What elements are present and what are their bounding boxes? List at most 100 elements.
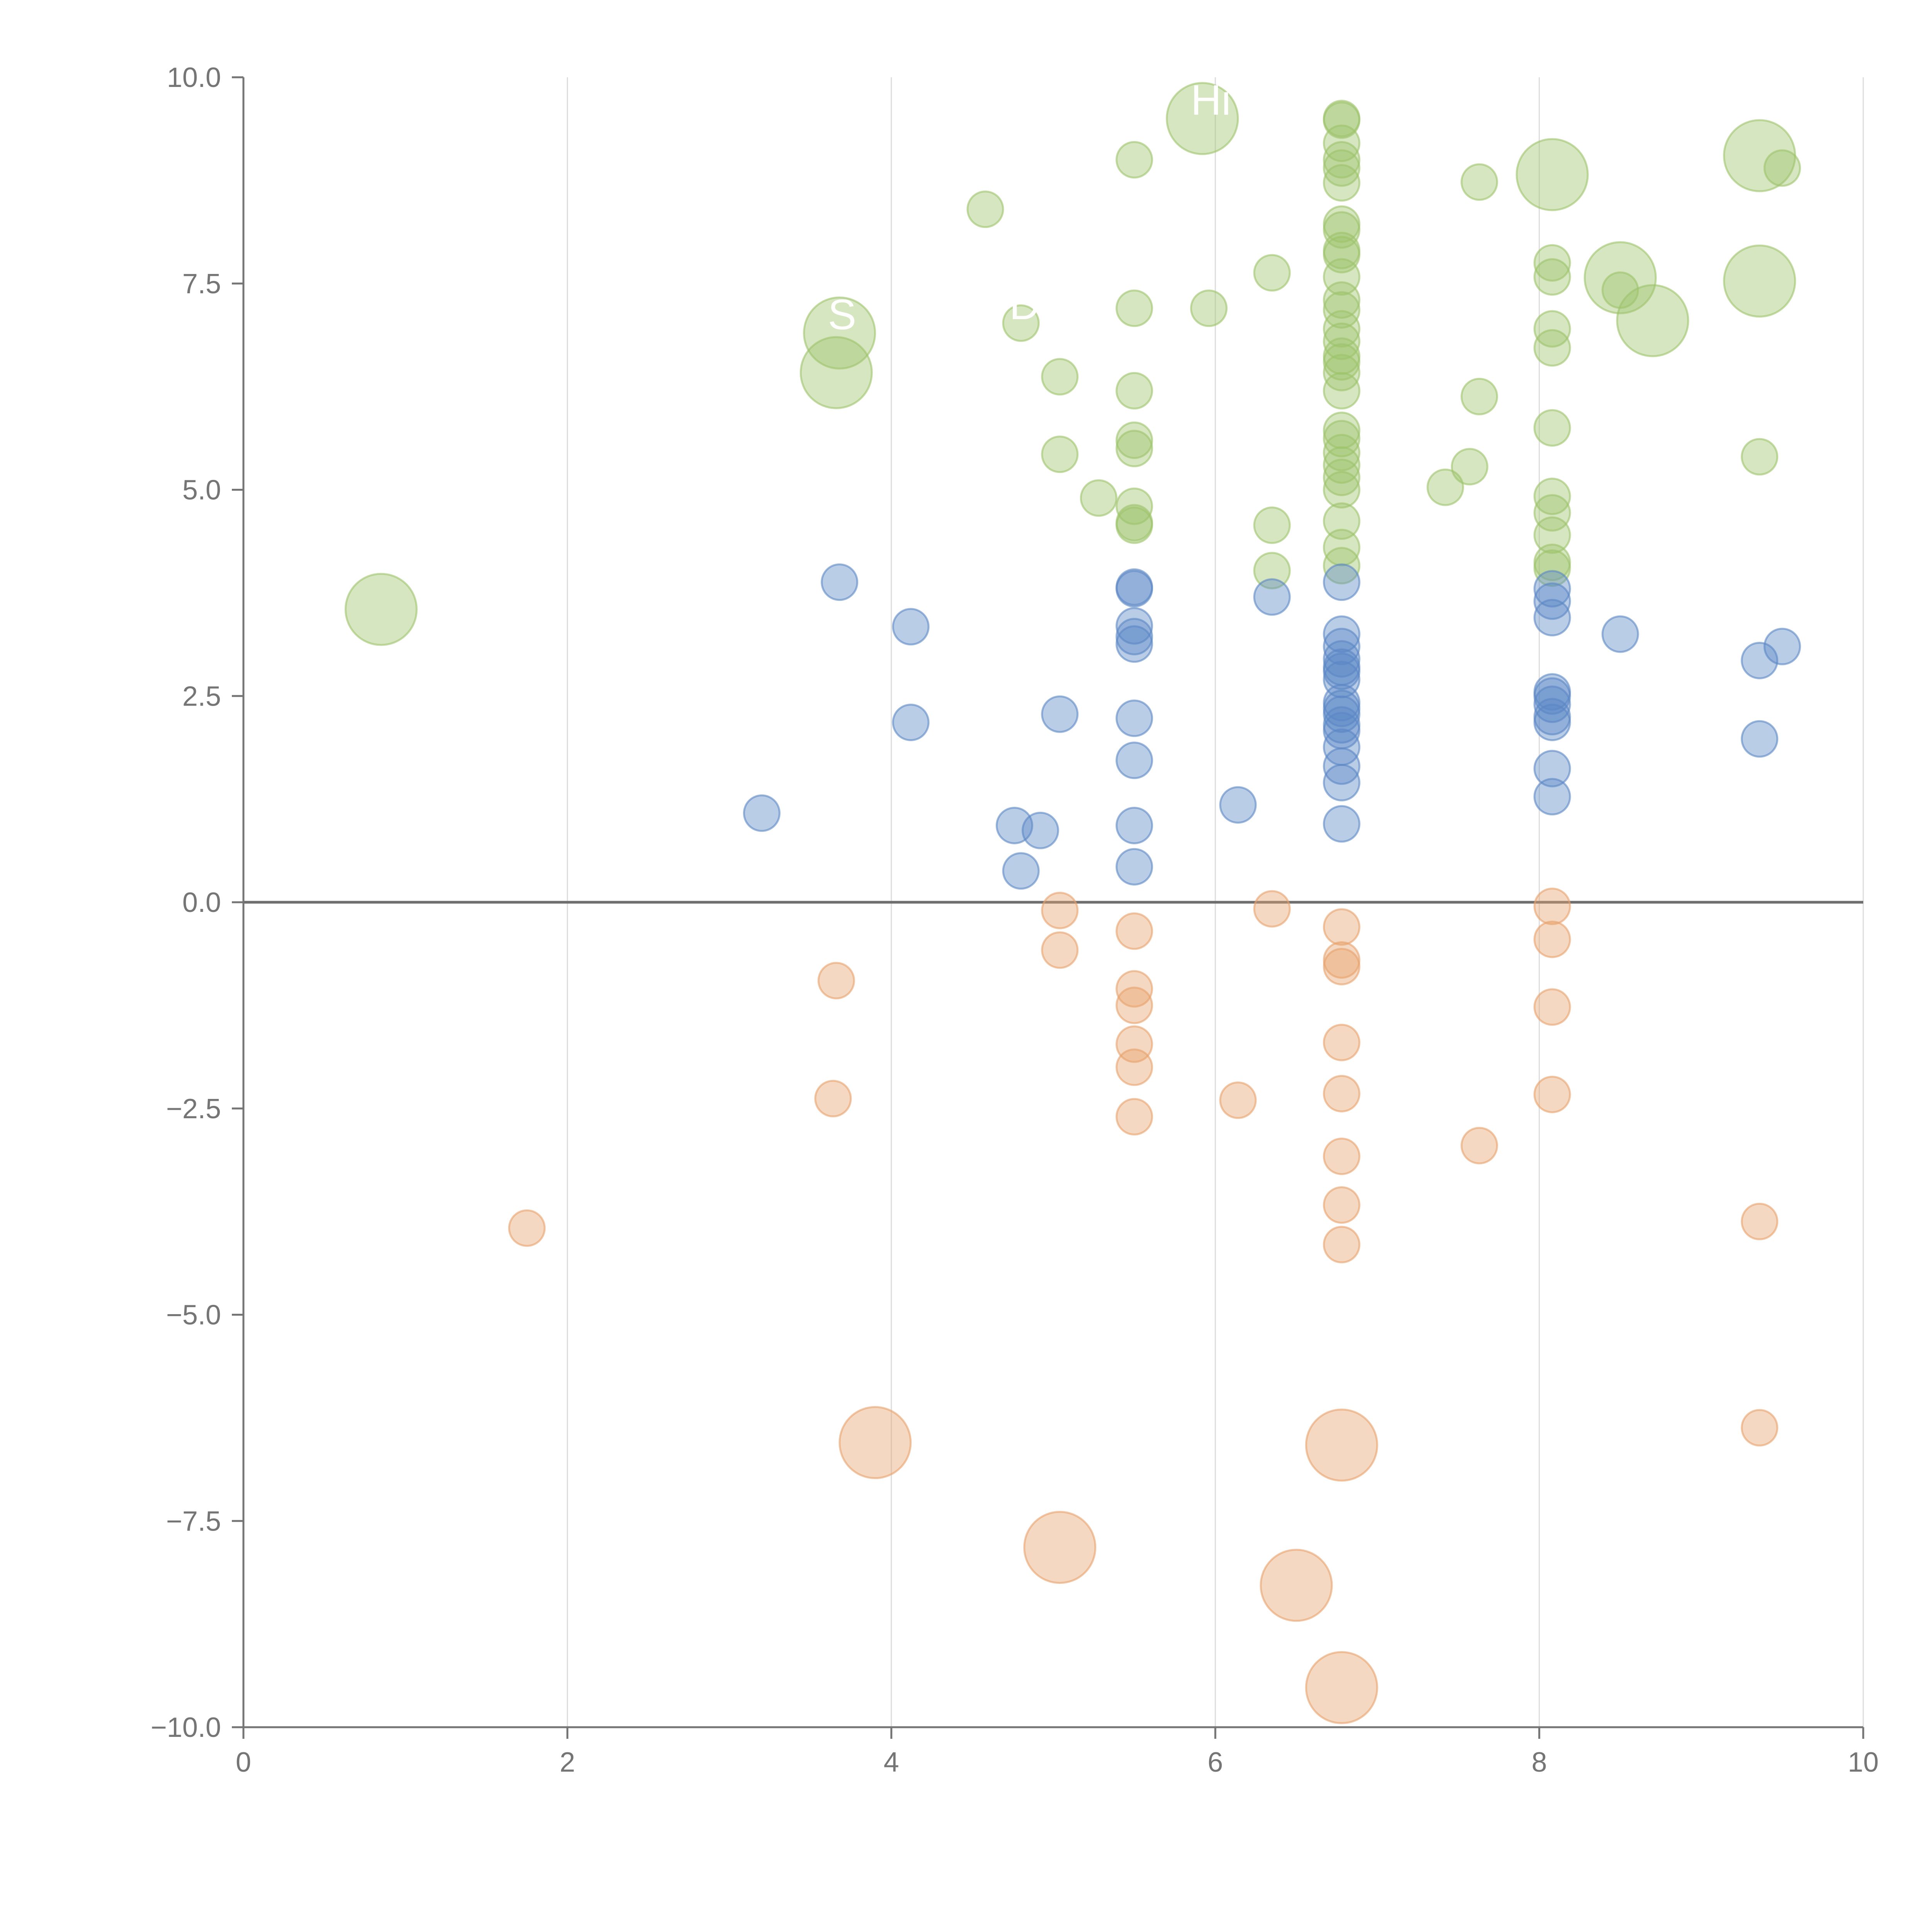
bubble-green-70 — [1763, 149, 1801, 187]
bubble-orange-25 — [1323, 1226, 1361, 1264]
bubble-blue-2 — [892, 704, 930, 742]
y-tick-label-3: −2.5 — [166, 1094, 221, 1124]
bubble-orange-7 — [814, 1080, 852, 1117]
y-tick-label-0: −10.0 — [151, 1712, 221, 1743]
bubble-green-13 — [1190, 289, 1228, 327]
bubble-green-44 — [1323, 372, 1361, 410]
bubble-labels: Hi S D — [828, 77, 1231, 338]
bubble-orange-21 — [1323, 1024, 1361, 1061]
x-tick-label-5: 10 — [1848, 1747, 1879, 1778]
bubble-green-18 — [1041, 435, 1079, 473]
bubble-green-0 — [344, 573, 418, 646]
bubble-green-46 — [1323, 420, 1361, 457]
bubble-green-61 — [1533, 329, 1571, 367]
bubble-green-29 — [1323, 141, 1361, 179]
bubble-green-39 — [1323, 310, 1361, 348]
bubble-orange-0 — [838, 1406, 912, 1479]
bubble-orange-29 — [1533, 988, 1571, 1026]
bubble-green-59 — [1533, 258, 1571, 296]
bubble-orange-31 — [1741, 1202, 1779, 1240]
y-tick-label-4: 0.0 — [182, 887, 221, 918]
y-tick-label-6: 5.0 — [182, 475, 221, 506]
bubble-green-12 — [1116, 289, 1153, 327]
x-tick-label-0: 0 — [236, 1747, 251, 1778]
bubble-green-1 — [803, 296, 876, 370]
bubble-blue-36 — [1533, 582, 1571, 620]
bubble-green-19 — [1080, 479, 1117, 517]
bubble-blue-33 — [1323, 764, 1361, 801]
bubble-green-17 — [1116, 430, 1153, 468]
bubble-green-22 — [1116, 506, 1153, 544]
bubble-green-5 — [1723, 119, 1796, 192]
bubble-blue-1 — [892, 608, 930, 646]
bubble-orange-13 — [1116, 1025, 1153, 1063]
bubble-green-14 — [1041, 358, 1079, 396]
bubble-orange-16 — [1219, 1081, 1257, 1119]
bubble-orange-18 — [1323, 908, 1361, 946]
bubble-orange-9 — [1041, 931, 1079, 969]
bubble-orange-1 — [1023, 1511, 1097, 1584]
bubble-blue-16 — [1116, 848, 1153, 886]
bubble-blue-9 — [1116, 570, 1153, 608]
bubble-green-62 — [1533, 409, 1571, 447]
bubble-orange-32 — [1741, 1409, 1779, 1447]
x-tick-label-1: 2 — [560, 1747, 575, 1778]
bubble-green-35 — [1323, 236, 1361, 274]
bubble-green-64 — [1533, 494, 1571, 532]
bubble-green-2 — [799, 336, 873, 409]
bubble-blue-7 — [1041, 695, 1079, 733]
bubble-green-4 — [1515, 138, 1589, 211]
bubble-blue-46 — [1741, 641, 1779, 679]
bubble-green-25 — [1253, 552, 1291, 590]
bubble-green-63 — [1533, 478, 1571, 515]
bubble-blue-6 — [1002, 852, 1040, 890]
bubble-blue-44 — [1533, 778, 1571, 816]
bubble-green-40 — [1323, 322, 1361, 360]
bubble-orange-28 — [1533, 920, 1571, 958]
bubble-green-23 — [1253, 254, 1291, 292]
bubble-blue-12 — [1116, 625, 1153, 663]
bubble-green-36 — [1323, 258, 1361, 296]
bubble-blue-48 — [1763, 628, 1801, 665]
bubble-blue-37 — [1533, 599, 1571, 636]
bubble-green-24 — [1253, 506, 1291, 544]
bubble-orange-24 — [1323, 1186, 1361, 1224]
x-tick-label-2: 4 — [884, 1747, 899, 1778]
bubble-green-3 — [1166, 82, 1239, 155]
bubble-orange-10 — [1116, 912, 1153, 950]
bubble-green-69 — [1741, 438, 1779, 476]
bubble-green-8 — [1723, 244, 1796, 318]
bubble-green-6 — [1583, 241, 1657, 315]
bubble-orange-26 — [1460, 1127, 1498, 1165]
bubble-green-55 — [1451, 448, 1488, 486]
bubble-green-27 — [1323, 101, 1361, 139]
bubble-orange-30 — [1533, 1075, 1571, 1113]
bubble-orange-15 — [1116, 1098, 1153, 1136]
bubble-orange-11 — [1116, 970, 1153, 1008]
bubble-green-7 — [1616, 284, 1689, 357]
bubble-green-31 — [1323, 164, 1361, 202]
bubble-blue-24 — [1323, 652, 1361, 690]
bubble-layer — [344, 82, 1801, 1725]
y-tick-label-8: 10.0 — [167, 62, 221, 93]
bubble-blue-32 — [1323, 747, 1361, 785]
bubble-green-50 — [1323, 471, 1361, 509]
bubble-orange-27 — [1533, 888, 1571, 925]
y-tick-label-1: −7.5 — [166, 1506, 221, 1537]
bubble-blue-42 — [1533, 704, 1571, 742]
bubble-green-11 — [1116, 141, 1153, 179]
bubble-label-0: Hi — [1191, 77, 1231, 124]
bubble-green-56 — [1460, 163, 1498, 201]
bubble-blue-28 — [1323, 695, 1361, 733]
bubble-green-9 — [966, 190, 1004, 228]
bubble-green-42 — [1323, 343, 1361, 381]
bubble-green-37 — [1323, 281, 1361, 319]
bubble-orange-23 — [1323, 1138, 1361, 1175]
axes: 0 2 4 6 8 10 −10.0 −7.5 −5.0 −2.5 0.0 2.5 5.0 7.5 10.0 — [151, 62, 1879, 1778]
x-tick-label-4: 8 — [1532, 1747, 1547, 1778]
bubble-blue-15 — [1116, 806, 1153, 844]
bubble-green-38 — [1323, 291, 1361, 329]
bubble-blue-39 — [1533, 677, 1571, 715]
bubble-orange-17 — [1253, 890, 1291, 928]
bubble-blue-17 — [1219, 786, 1257, 824]
